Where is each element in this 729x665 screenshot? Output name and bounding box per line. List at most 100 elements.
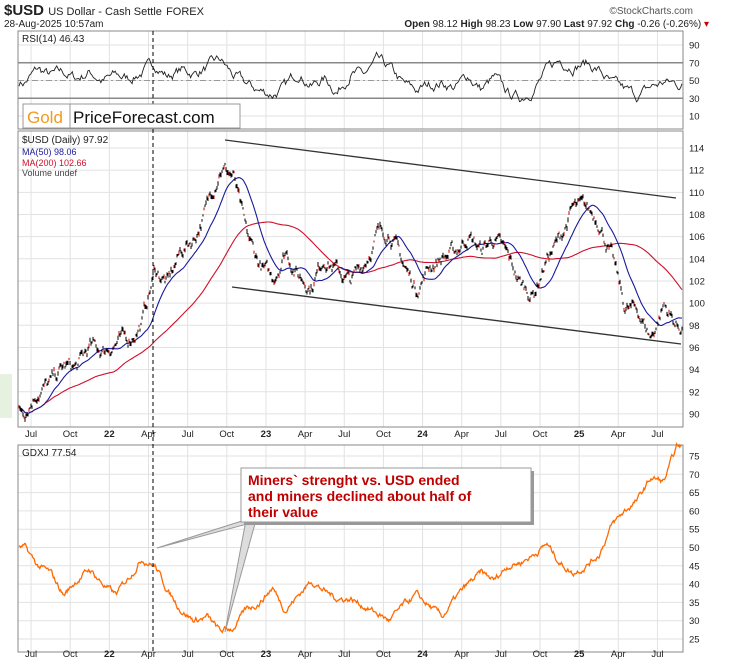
ma200-line (18, 221, 683, 414)
y-tick-label: 75 (689, 452, 700, 463)
x-tick-label: Oct (376, 649, 391, 660)
gdxj-legend: GDXJ 77.54 (22, 448, 77, 459)
ma200-legend: MA(200) 102.66 (22, 158, 87, 168)
x-tick-label: Oct (533, 429, 548, 440)
y-tick-label: 104 (689, 254, 705, 265)
logo-rest-text: PriceForecast.com (73, 108, 215, 127)
x-tick-label: Jul (25, 429, 37, 440)
x-tick-label: 22 (104, 429, 115, 440)
x-tick-label: Jul (25, 649, 37, 660)
x-tick-label: 25 (574, 649, 585, 660)
y-tick-label: 100 (689, 299, 705, 310)
y-tick-label: 114 (689, 144, 704, 155)
x-tick-label: Oct (63, 429, 78, 440)
y-tick-label: 98 (689, 321, 700, 332)
gdxj-panel (17, 444, 684, 653)
goldpriceforecast-logo: Gold PriceForecast.com (22, 103, 241, 129)
instrument-name: US Dollar - Cash Settle (48, 6, 162, 18)
callout-line-3: their value (248, 504, 318, 520)
x-tick-label: Jul (495, 429, 507, 440)
y-tick-label: 50 (689, 543, 700, 554)
volume-legend: Volume undef (22, 168, 78, 178)
last-label: Last (563, 19, 585, 30)
callout-line-2: and miners declined about half of (248, 488, 472, 504)
x-tick-label: Apr (141, 649, 156, 660)
down-arrow-icon: ▾ (703, 19, 709, 30)
y-tick-label: 90 (689, 409, 700, 420)
x-tick-label: 24 (417, 429, 428, 440)
y-tick-label: 40 (689, 580, 700, 591)
x-tick-label: 25 (574, 429, 585, 440)
y-tick-label: 102 (689, 276, 705, 287)
open-value: 98.12 (432, 19, 458, 30)
y-tick-label: 96 (689, 343, 700, 354)
x-tick-label: Apr (611, 649, 626, 660)
source-link[interactable]: ©StockCharts.com (609, 6, 693, 17)
logo-gold-text: Gold (27, 108, 63, 127)
y-tick-label: 108 (689, 210, 705, 221)
y-tick-label: 112 (689, 166, 704, 177)
price-legend: $USD (Daily) 97.92 (22, 135, 109, 146)
high-label: High (460, 19, 483, 30)
x-tick-label: 23 (261, 429, 272, 440)
y-tick-label: 30 (689, 94, 700, 105)
y-tick-label: 55 (689, 525, 700, 536)
x-tick-label: Oct (63, 649, 78, 660)
gdxj-line (18, 442, 682, 634)
x-tick-label: Oct (376, 429, 391, 440)
x-tick-label: Jul (182, 429, 194, 440)
x-tick-label: Apr (454, 429, 469, 440)
callout-line-1: Miners` strenght vs. USD ended (248, 472, 460, 488)
x-tick-label: 24 (417, 649, 428, 660)
price-panel (17, 130, 684, 428)
x-tick-label: Oct (219, 649, 234, 660)
y-tick-label: 25 (689, 635, 700, 646)
x-tick-label: Jul (651, 429, 663, 440)
y-tick-label: 35 (689, 598, 700, 609)
lower-channel-line (231, 286, 682, 345)
x-tick-label: Apr (141, 429, 156, 440)
annotation-callout: Miners` strenght vs. USD ended and miner… (156, 467, 534, 633)
y-tick-label: 70 (689, 470, 700, 481)
side-tab[interactable] (0, 374, 12, 418)
y-tick-label: 50 (689, 76, 700, 87)
last-value: 97.92 (587, 19, 613, 30)
timestamp: 28-Aug-2025 10:57am (4, 19, 104, 30)
y-tick-label: 106 (689, 232, 705, 243)
x-tick-label: Oct (533, 649, 548, 660)
ohlc-readout: Open 98.12 High 98.23 Low 97.90 Last 97.… (404, 19, 709, 30)
symbol: $USD (4, 2, 45, 19)
x-tick-label: Apr (611, 429, 626, 440)
rsi-line (18, 51, 683, 103)
y-tick-label: 45 (689, 561, 700, 572)
exchange: FOREX (166, 6, 204, 18)
y-tick-label: 60 (689, 506, 700, 517)
y-tick-label: 70 (689, 58, 700, 69)
chart-title: $USD US Dollar - Cash Settle FOREX (4, 2, 204, 19)
ma50-line (18, 177, 683, 414)
open-label: Open (404, 19, 430, 30)
y-tick-label: 10 (689, 112, 700, 123)
y-tick-label: 65 (689, 488, 700, 499)
upper-channel-line (224, 139, 677, 199)
high-value: 98.23 (485, 19, 511, 30)
x-tick-label: Apr (298, 429, 313, 440)
x-tick-label: 22 (104, 649, 115, 660)
y-tick-label: 92 (689, 387, 700, 398)
low-value: 97.90 (536, 19, 562, 30)
chg-label: Chg (615, 19, 635, 30)
x-tick-label: Apr (454, 649, 469, 660)
y-tick-label: 110 (689, 188, 704, 199)
chg-value: -0.26 (-0.26%) (637, 19, 702, 30)
low-label: Low (513, 19, 534, 30)
y-tick-label: 30 (689, 616, 700, 627)
x-tick-label: Jul (651, 649, 663, 660)
x-tick-label: Apr (298, 649, 313, 660)
x-tick-label: Jul (182, 649, 194, 660)
x-tick-label: Jul (338, 649, 350, 660)
x-tick-label: 23 (261, 649, 272, 660)
ma50-legend: MA(50) 98.06 (22, 147, 77, 157)
y-tick-label: 90 (689, 41, 700, 52)
